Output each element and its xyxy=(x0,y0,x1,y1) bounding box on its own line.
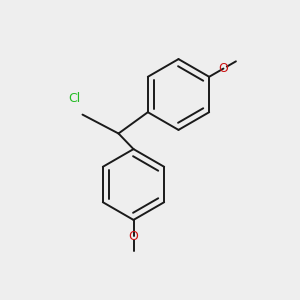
Text: O: O xyxy=(129,230,138,243)
Text: O: O xyxy=(218,62,228,75)
Text: Cl: Cl xyxy=(68,92,80,105)
